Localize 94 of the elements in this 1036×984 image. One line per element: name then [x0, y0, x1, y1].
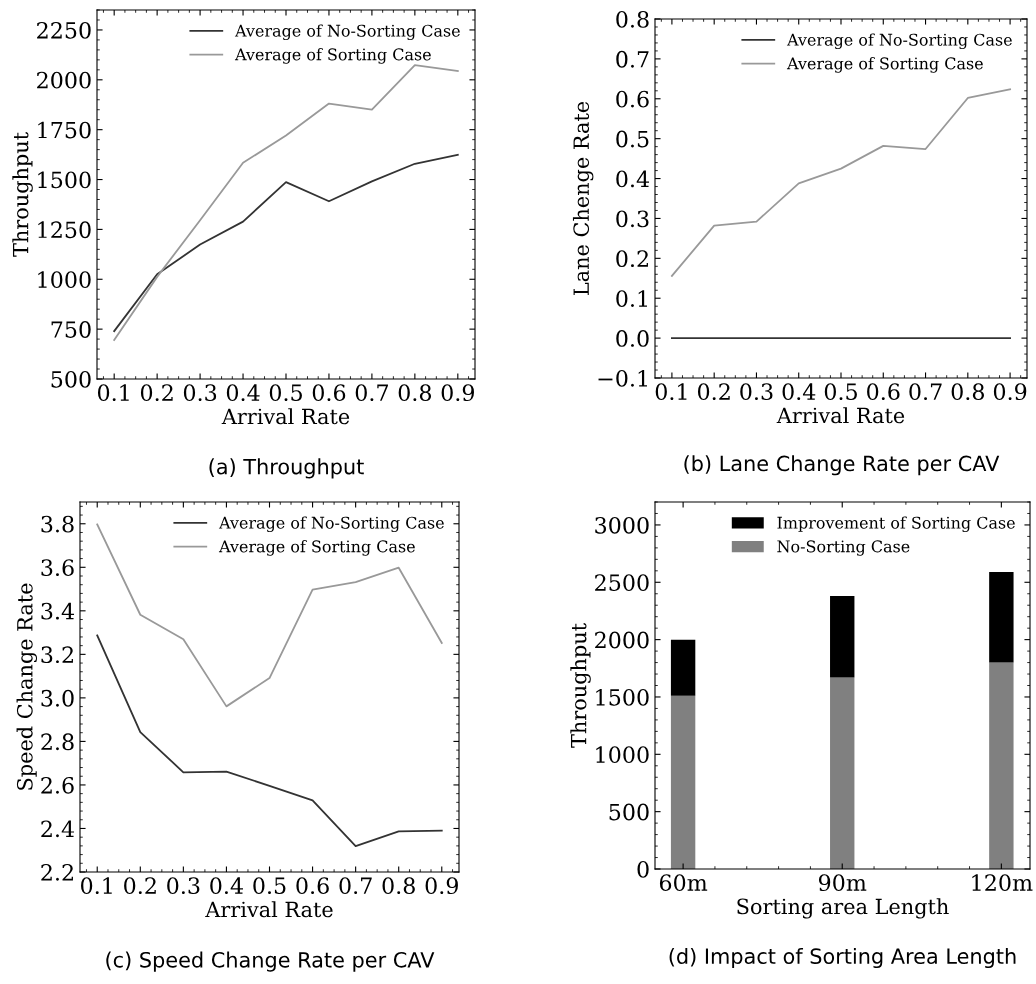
- y-tick-label: 0.1: [616, 290, 647, 307]
- y-axis-title: Lane Chenge Rate: [572, 101, 594, 295]
- y-tick-label: 2.4: [41, 820, 75, 838]
- y-tick-label: 2000: [595, 631, 649, 649]
- y-tick-label: 2.6: [41, 776, 74, 794]
- bar: [830, 677, 855, 869]
- x-tick-label: 0.6: [867, 383, 900, 401]
- y-tick-label: 3.0: [41, 689, 74, 707]
- y-tick-label: 2000: [37, 71, 91, 89]
- x-tick-label: 0.5: [253, 877, 286, 895]
- text: (b) Lane Change Rate per CAV: [684, 455, 1000, 476]
- x-axis-title: Arrival Rate: [221, 408, 350, 425]
- line-series: [96, 634, 443, 848]
- x-tick-label: 0.3: [183, 384, 217, 402]
- y-tick-label: 1500: [596, 688, 649, 706]
- y-tick-label: 0.0: [616, 330, 649, 347]
- x-tick-label: 0.2: [140, 384, 173, 402]
- text: (d) Impact of Sorting Area Length: [669, 947, 1016, 969]
- y-tick-label: 750: [51, 321, 91, 338]
- y-tick-label: 2.2: [41, 863, 73, 881]
- y-tick-label: 0.8: [616, 10, 649, 28]
- y-tick-label: 3000: [595, 516, 649, 534]
- x-axis-title: Arrival Rate: [205, 901, 333, 918]
- y-tick-label: 0: [637, 860, 649, 878]
- y-tick-label: 500: [609, 803, 649, 821]
- y-tick-label: −0.1: [598, 369, 647, 387]
- x-axis-title: Sorting area Length: [737, 898, 949, 919]
- y-tick-label: 0.5: [616, 130, 649, 148]
- x-tick-label: 0.4: [210, 877, 243, 895]
- y-tick-label: 2250: [37, 21, 91, 39]
- x-tick-label: 0.5: [824, 383, 857, 401]
- y-axis-title: Speed Change Rate: [16, 583, 38, 790]
- y-tick-label: 3.8: [41, 515, 74, 533]
- y-tick-label: 1000: [38, 271, 91, 289]
- line-series: [113, 153, 459, 333]
- legend-label: Average of No-Sorting Case: [234, 24, 460, 41]
- x-tick-label: 0.3: [740, 383, 773, 401]
- x-tick-label: 0.1: [97, 384, 129, 402]
- x-tick-label: 0.6: [312, 384, 346, 402]
- x-tick-label: 0.4: [226, 384, 260, 402]
- y-tick-label: 0.7: [616, 50, 649, 68]
- line-series: [671, 88, 1011, 277]
- y-tick-label: 0.2: [616, 250, 648, 268]
- x-tick-label: 0.8: [382, 877, 415, 895]
- legend-label: Average of Sorting Case: [234, 48, 431, 64]
- x-tick-label: 90m: [818, 874, 867, 892]
- y-tick-label: 2500: [595, 574, 649, 592]
- x-tick-label: 60m: [659, 874, 708, 892]
- x-tick-label: 0.8: [398, 384, 432, 402]
- x-tick-label: 120m: [972, 874, 1033, 892]
- bar: [830, 596, 855, 678]
- x-tick-label: 0.6: [296, 877, 329, 895]
- legend-label: Average of Sorting Case: [218, 540, 415, 556]
- bar: [670, 695, 696, 869]
- line-series: [113, 64, 459, 342]
- x-tick-label: 0.1: [655, 383, 687, 401]
- y-tick-label: 2.8: [41, 733, 74, 751]
- text: (a) Throughput: [209, 458, 364, 479]
- x-tick-label: 0.9: [441, 384, 474, 402]
- x-tick-label: 0.1: [81, 877, 112, 895]
- bar: [989, 571, 1014, 663]
- x-tick-label: 0.4: [782, 383, 816, 401]
- y-tick-label: 3.4: [41, 602, 75, 620]
- x-tick-label: 0.9: [993, 383, 1027, 401]
- x-tick-label: 0.7: [909, 383, 942, 401]
- bar: [670, 639, 696, 696]
- x-tick-label: 0.2: [124, 877, 156, 895]
- x-tick-label: 0.3: [167, 877, 200, 895]
- y-tick-label: 0.3: [616, 210, 649, 228]
- x-axis-title: Arrival Rate: [776, 407, 905, 424]
- legend-label: Average of No-Sorting Case: [786, 33, 1012, 50]
- legend-label: Average of No-Sorting Case: [218, 516, 444, 533]
- y-tick-label: 0.4: [616, 170, 650, 188]
- y-tick-label: 1250: [38, 221, 91, 239]
- y-tick-label: 1000: [596, 746, 649, 764]
- y-tick-label: 3.2: [41, 646, 73, 664]
- y-tick-label: 0.6: [616, 90, 649, 108]
- y-tick-label: 1500: [38, 171, 91, 189]
- x-tick-label: 0.5: [269, 384, 302, 402]
- legend-label: Average of Sorting Case: [786, 57, 983, 73]
- x-tick-label: 0.7: [339, 877, 372, 895]
- y-tick-label: 500: [51, 370, 91, 388]
- y-axis-title: Throughput: [12, 132, 33, 257]
- x-tick-label: 0.9: [425, 877, 458, 895]
- y-tick-label: 3.6: [41, 559, 74, 577]
- x-tick-label: 0.7: [355, 384, 388, 402]
- text: (c) Speed Change Rate per CAV: [106, 951, 435, 972]
- x-tick-label: 0.2: [697, 383, 730, 401]
- y-axis-title: Throughput: [570, 623, 591, 748]
- y-tick-label: 1750: [38, 121, 91, 139]
- x-tick-label: 0.8: [951, 383, 984, 401]
- legend-label: No-Sorting Case: [777, 540, 910, 556]
- bar: [989, 662, 1014, 869]
- legend-label: Improvement of Sorting Case: [777, 516, 1015, 533]
